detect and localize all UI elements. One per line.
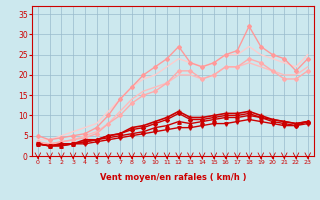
X-axis label: Vent moyen/en rafales ( km/h ): Vent moyen/en rafales ( km/h ) [100, 174, 246, 183]
